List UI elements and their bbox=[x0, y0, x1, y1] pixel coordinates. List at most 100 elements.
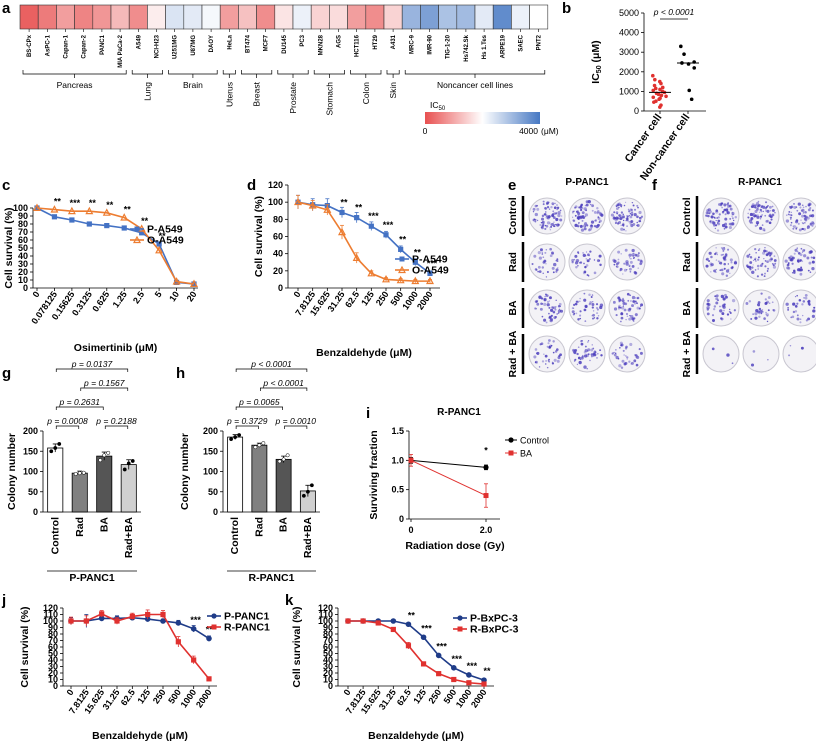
colony bbox=[623, 262, 626, 265]
colony bbox=[541, 214, 545, 218]
colony bbox=[807, 269, 810, 272]
colony bbox=[575, 265, 578, 269]
colony bbox=[620, 366, 624, 369]
x-tick-label: 62.5 bbox=[119, 687, 137, 707]
colony bbox=[620, 211, 624, 214]
colony bbox=[799, 206, 802, 209]
colony bbox=[596, 210, 600, 213]
y-tick-label: 80 bbox=[273, 214, 283, 224]
colony bbox=[785, 219, 790, 223]
y-tick-label: 60 bbox=[48, 642, 58, 652]
x-tick-label: 0 bbox=[292, 289, 303, 299]
colony bbox=[715, 301, 719, 305]
colony bbox=[545, 263, 547, 265]
colony bbox=[803, 254, 807, 258]
colony bbox=[577, 212, 581, 216]
significance-star: *** bbox=[368, 211, 379, 221]
pvalue-label: p = 0.3729 bbox=[226, 416, 268, 426]
data-point bbox=[420, 661, 427, 667]
colony bbox=[556, 359, 560, 363]
colony bbox=[706, 302, 710, 306]
colony bbox=[786, 214, 788, 216]
data-point bbox=[427, 270, 433, 277]
colony bbox=[768, 258, 772, 262]
colony bbox=[723, 303, 726, 306]
cell-line-label: Capan-2 bbox=[82, 34, 88, 58]
y-tick-label: 40 bbox=[18, 251, 28, 261]
colony bbox=[766, 315, 769, 317]
colony bbox=[798, 212, 802, 216]
colony bbox=[596, 357, 598, 359]
group-bracket bbox=[131, 70, 163, 75]
y-axis-label-unit: (μM) bbox=[590, 40, 602, 65]
colony bbox=[588, 302, 591, 306]
cancer-point bbox=[653, 86, 658, 91]
significance-bracket bbox=[235, 425, 259, 429]
colony bbox=[590, 348, 594, 352]
colony bbox=[717, 219, 721, 223]
colony bbox=[757, 258, 760, 261]
colony bbox=[750, 318, 753, 320]
group-label: Lung bbox=[142, 82, 152, 101]
y-tick-label: 0 bbox=[213, 507, 218, 517]
colony bbox=[577, 356, 581, 360]
colony bbox=[757, 301, 761, 304]
colony bbox=[560, 215, 563, 217]
group-bracket bbox=[404, 70, 546, 75]
colony bbox=[765, 220, 769, 223]
x-tick-label: 125 bbox=[135, 687, 152, 705]
colony bbox=[760, 273, 764, 276]
colony bbox=[550, 318, 554, 321]
colony bbox=[615, 314, 618, 317]
colony bbox=[583, 308, 587, 312]
significance-star: *** bbox=[452, 654, 463, 664]
colony bbox=[555, 316, 557, 318]
colony bbox=[548, 316, 552, 319]
colony bbox=[720, 268, 724, 272]
colony bbox=[796, 259, 800, 263]
y-tick-label: 90 bbox=[18, 211, 28, 221]
significance-star: ** bbox=[340, 197, 348, 207]
colony bbox=[575, 303, 578, 306]
noncancer-point bbox=[682, 52, 686, 56]
colony bbox=[758, 304, 760, 307]
colony bbox=[541, 217, 544, 221]
colony bbox=[796, 250, 799, 253]
colony bbox=[752, 313, 754, 315]
colony bbox=[724, 225, 728, 229]
y-axis-label: Colony number bbox=[6, 433, 18, 510]
colony bbox=[613, 351, 615, 354]
colony bbox=[751, 270, 755, 274]
y-tick-label: 150 bbox=[23, 446, 38, 456]
colony bbox=[538, 366, 541, 368]
colony bbox=[592, 352, 596, 356]
x-tick-label: 2000 bbox=[194, 687, 214, 709]
data-point bbox=[293, 197, 303, 206]
colony bbox=[749, 261, 753, 264]
colony bbox=[759, 226, 763, 230]
colony bbox=[593, 225, 597, 228]
colony bbox=[715, 259, 718, 261]
colony bbox=[551, 306, 555, 310]
colony bbox=[540, 221, 543, 224]
colony-bar-r-panc1: 0 50 100 150 200 Colony number Control Rad BA Rad… bbox=[179, 359, 320, 584]
replicate-point bbox=[73, 471, 78, 476]
significance-bracket bbox=[104, 425, 129, 429]
colony bbox=[583, 262, 585, 265]
data-point bbox=[367, 268, 376, 277]
replicate-point bbox=[301, 493, 306, 498]
colony bbox=[802, 314, 804, 317]
colony bbox=[541, 220, 545, 224]
cell-line-label: MRC-9 bbox=[409, 34, 415, 54]
colony bbox=[794, 310, 798, 313]
colony bbox=[754, 312, 758, 316]
colony bbox=[714, 271, 717, 274]
colony bbox=[613, 307, 618, 311]
colony bbox=[733, 309, 736, 312]
colony bbox=[787, 308, 790, 311]
colony bbox=[541, 253, 544, 255]
data-point bbox=[68, 618, 74, 624]
data-point bbox=[160, 618, 166, 624]
data-point bbox=[381, 274, 391, 283]
y-tick-label: 30 bbox=[323, 662, 333, 672]
